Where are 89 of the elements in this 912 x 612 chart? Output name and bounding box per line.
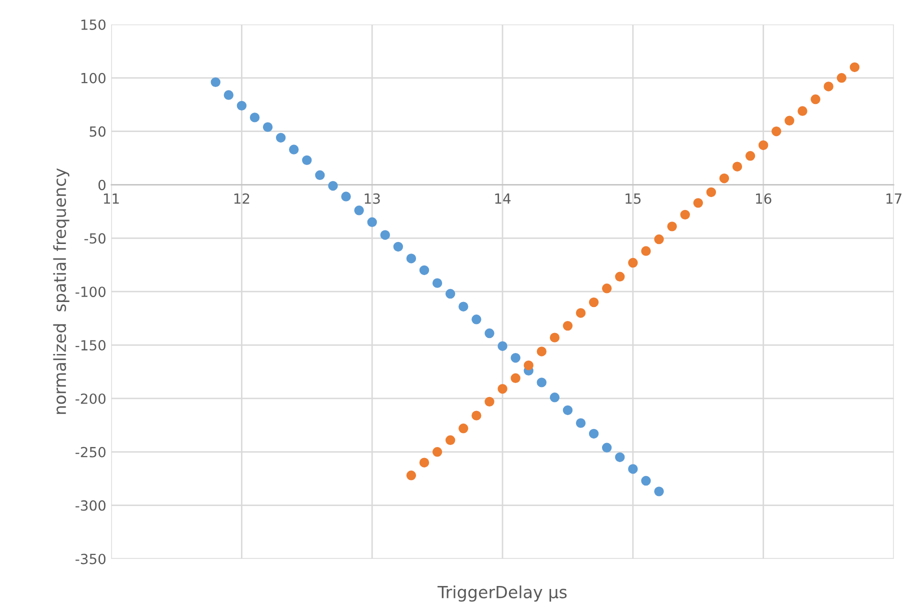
y-tick-label: 0 (98, 180, 106, 190)
point (236, 100, 247, 111)
point (798, 106, 808, 116)
point (302, 155, 312, 166)
point (276, 132, 286, 143)
point (419, 265, 430, 276)
y-tick-label: 50 (90, 126, 106, 137)
x-tick-label: 16 (756, 193, 772, 204)
point (824, 82, 834, 92)
point (836, 73, 846, 83)
point (615, 452, 625, 462)
x-tick-label: 11 (104, 194, 119, 204)
point (576, 418, 586, 428)
point (602, 442, 612, 452)
y-tick-label: -200 (76, 393, 106, 404)
point (445, 435, 456, 446)
x-tick-label: 13 (364, 193, 380, 204)
point (562, 320, 573, 331)
point (210, 77, 220, 88)
y-tick-label: -100 (76, 286, 106, 298)
point (432, 278, 442, 288)
x-tick-label: 12 (234, 193, 250, 204)
y-tick-label: 100 (81, 72, 106, 84)
point (784, 116, 794, 126)
point (732, 162, 742, 172)
point (654, 486, 664, 496)
x-axis-title: TriggerDelay µs (438, 585, 567, 602)
point (719, 173, 730, 184)
point (472, 314, 482, 324)
point (510, 373, 520, 384)
point (536, 378, 546, 388)
point (367, 217, 377, 228)
point (810, 94, 820, 104)
point (602, 284, 612, 294)
point (850, 62, 860, 72)
y-tick-label: -250 (76, 446, 106, 458)
point (536, 346, 546, 356)
x-tick-label: 15 (626, 194, 641, 204)
point (224, 90, 234, 100)
point (498, 341, 508, 351)
point (693, 198, 703, 208)
point (628, 464, 638, 474)
point (406, 470, 416, 480)
point (615, 272, 625, 282)
point (641, 246, 651, 256)
point (498, 384, 508, 394)
y-tick-label: -350 (76, 554, 106, 564)
point (550, 332, 560, 342)
point (641, 476, 651, 486)
point (288, 144, 299, 154)
y-tick-label: -50 (84, 233, 106, 244)
point (745, 151, 756, 161)
point (328, 180, 338, 191)
point (393, 242, 404, 252)
y-tick-label: -150 (76, 340, 106, 351)
point (588, 428, 599, 439)
point (524, 360, 534, 370)
y-axis-title: normalized spatial frequency (53, 168, 70, 414)
point (706, 187, 716, 198)
point (458, 302, 468, 312)
point (432, 447, 442, 457)
point (576, 308, 586, 318)
point (315, 170, 325, 180)
point (262, 122, 273, 132)
point (380, 230, 390, 240)
point (562, 405, 573, 416)
y-tick-label: 150 (81, 19, 106, 30)
point (758, 140, 768, 150)
y-tick-label: -300 (76, 500, 106, 511)
point (445, 288, 456, 299)
point (667, 222, 677, 232)
x-tick-label: 14 (495, 194, 511, 204)
point (484, 396, 494, 407)
point (341, 192, 351, 202)
point (680, 210, 690, 220)
point (250, 112, 260, 122)
point (510, 353, 520, 363)
point (772, 126, 782, 136)
point (419, 458, 430, 468)
point (550, 392, 560, 402)
point (458, 424, 468, 434)
point (472, 410, 482, 420)
point (654, 234, 664, 244)
point (484, 328, 494, 338)
point (406, 254, 416, 264)
point (628, 258, 638, 268)
x-tick-label: 17 (886, 194, 902, 204)
point (588, 297, 599, 308)
point (354, 206, 364, 216)
